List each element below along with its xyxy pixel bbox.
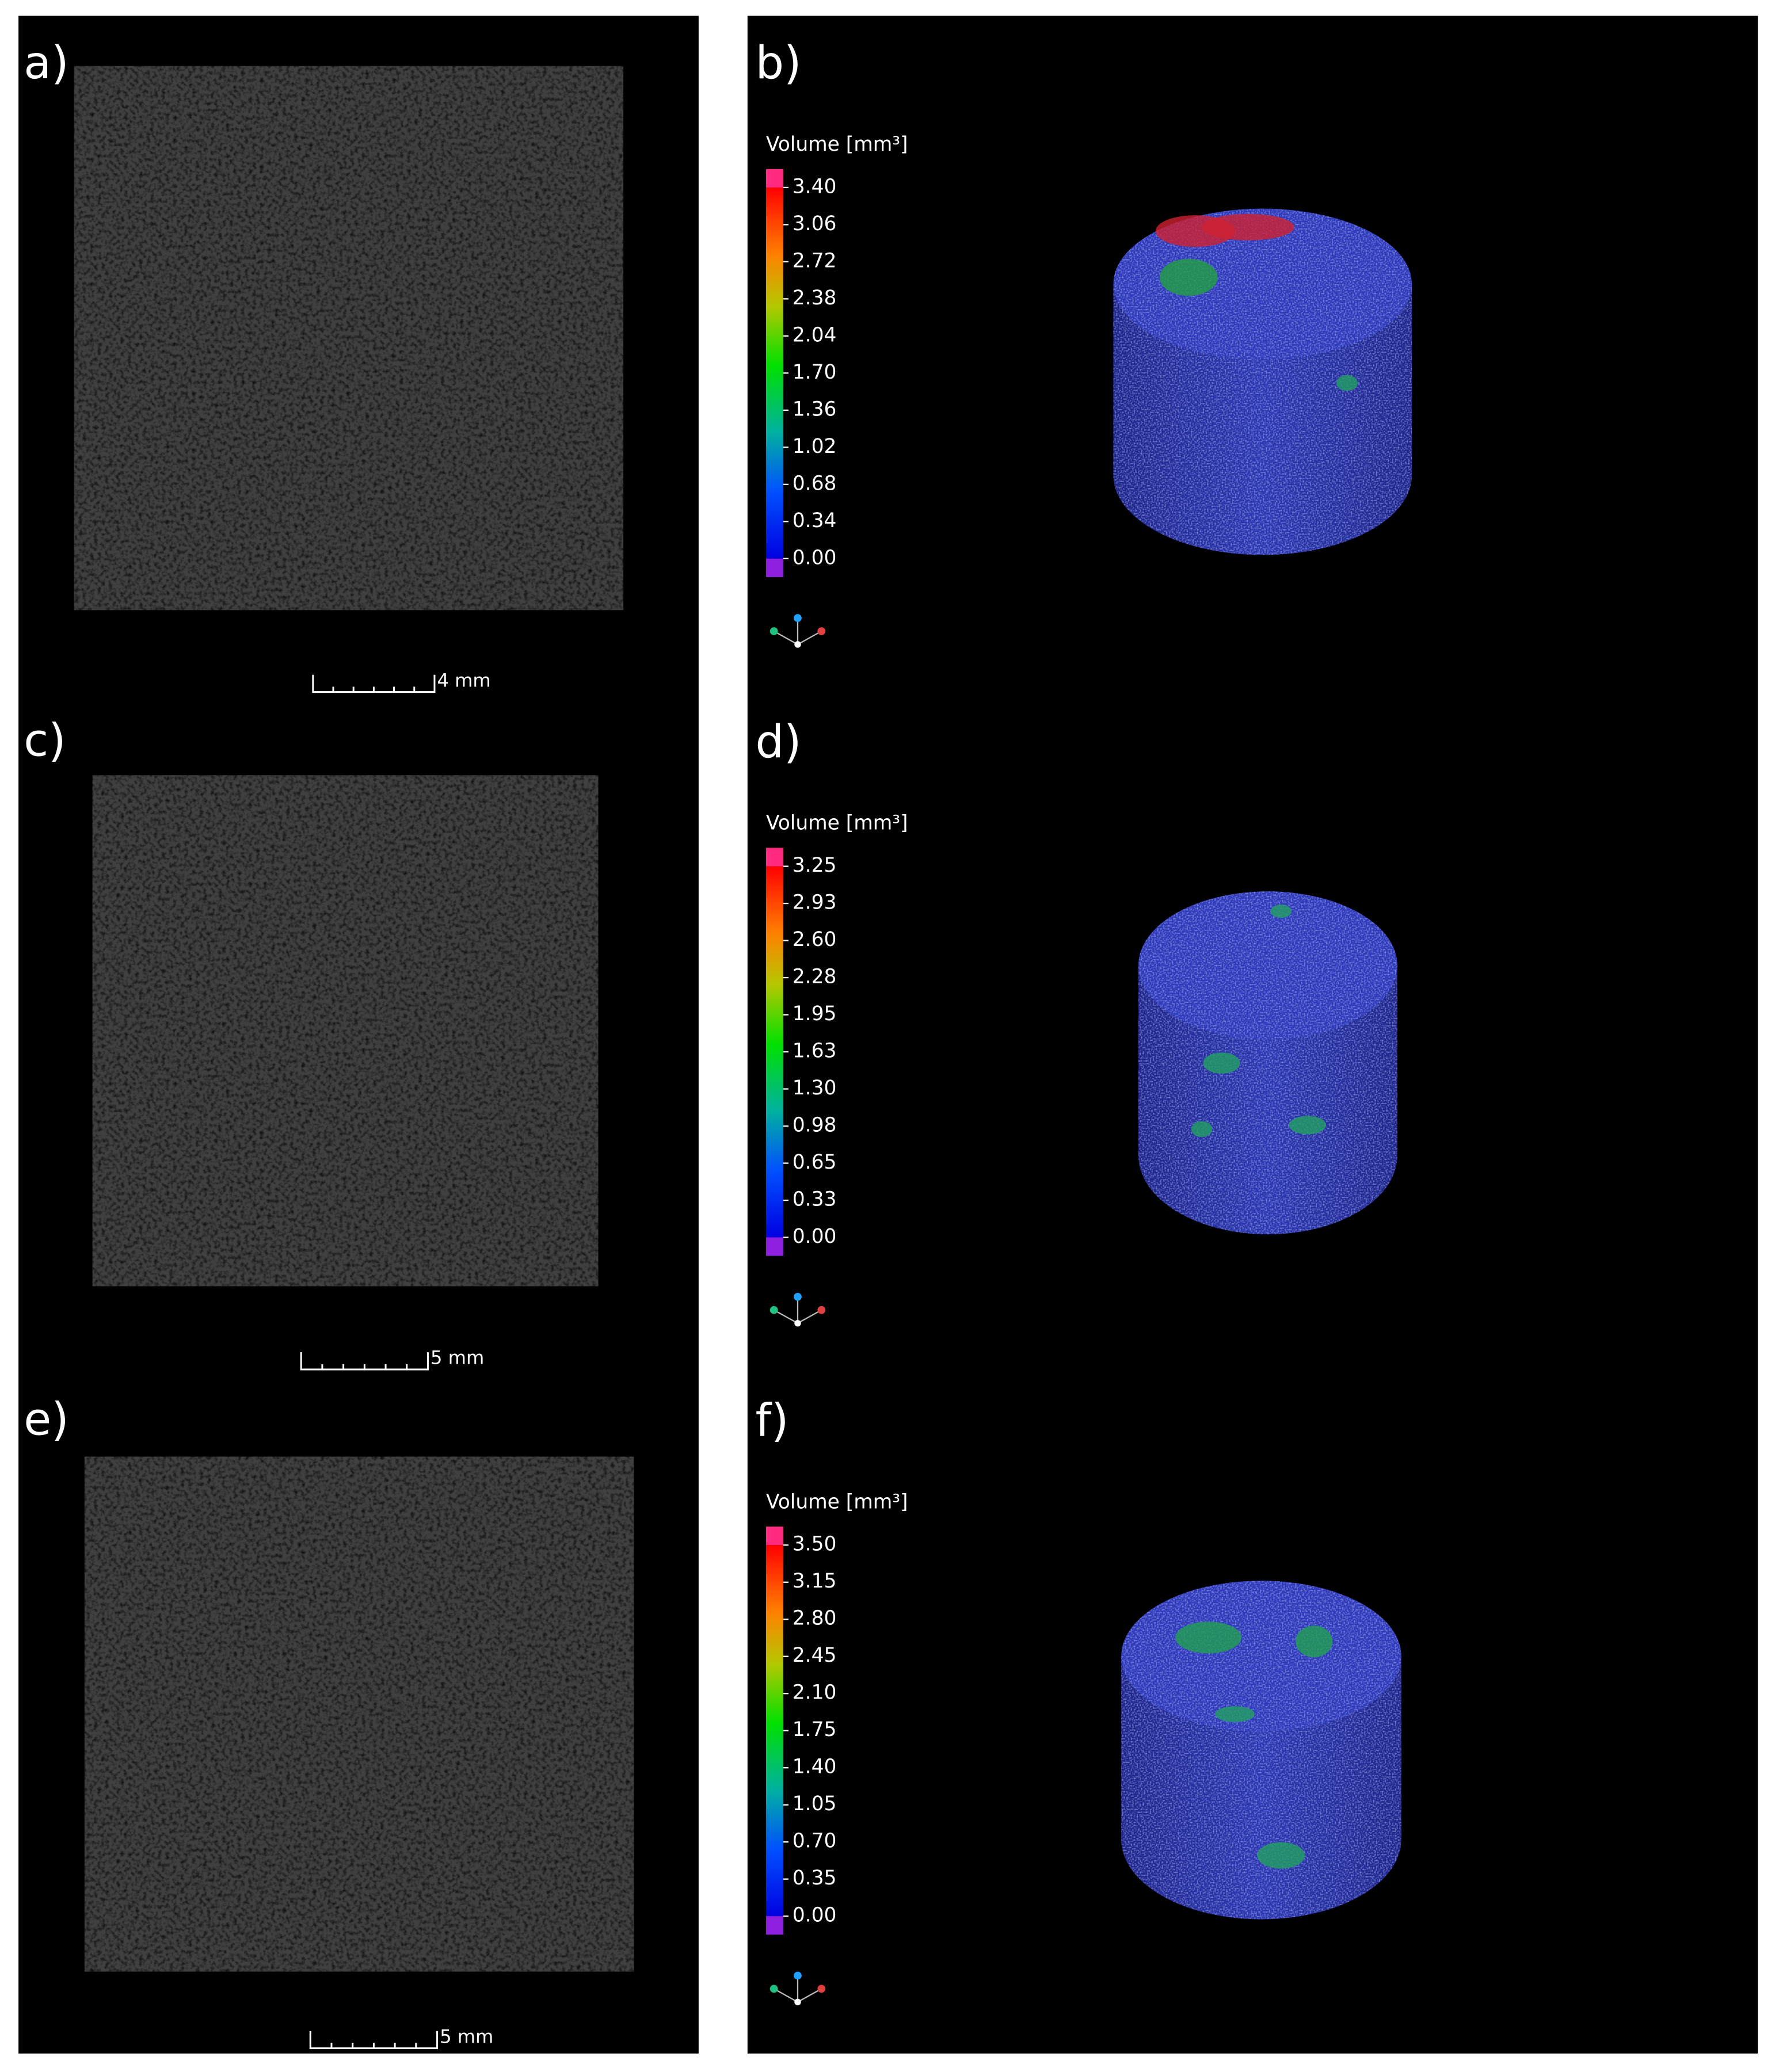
colorbar-cap-top (765, 169, 783, 188)
panel-label: e) (24, 1394, 68, 1445)
scale-bar (312, 674, 436, 693)
colorbar-tick-label: 0.34 (793, 509, 837, 532)
pore-cluster (1202, 213, 1294, 241)
colorbar-cap-top (765, 848, 783, 867)
ct-slice-pores (84, 1456, 634, 1972)
pore-cluster (1215, 1706, 1255, 1722)
colorbar-title: Volume [mm³] (766, 133, 908, 156)
axis-triad (774, 1299, 822, 1324)
axis-y (770, 1985, 778, 1993)
colorbar-cap-bottom (765, 1916, 783, 1935)
colorbar-tick-label: 2.10 (793, 1681, 837, 1704)
colorbar-tick-label: 1.36 (793, 398, 837, 421)
panel-label: f) (756, 1395, 789, 1447)
scale-bar-label: 4 mm (437, 669, 491, 691)
colorbar-tick-label: 0.00 (793, 546, 837, 569)
colorbar-tick-label: 2.38 (793, 287, 837, 310)
ct-slice-pores (92, 775, 599, 1287)
colorbar (765, 187, 783, 559)
colorbar-tick-label: 2.28 (793, 966, 837, 989)
scale-bar-label: 5 mm (431, 1347, 484, 1369)
axis-origin (794, 1998, 801, 2006)
axis-triad (774, 1978, 822, 2003)
panel-label: d) (756, 716, 802, 768)
colorbar-tick-label: 3.25 (793, 854, 837, 877)
axis-z (794, 1971, 802, 1980)
colorbar-tick-label: 0.68 (793, 472, 837, 495)
colorbar (765, 866, 783, 1238)
colorbar-title: Volume [mm³] (766, 812, 908, 835)
panel-label: b) (756, 37, 802, 89)
axis-x (817, 1985, 826, 1993)
colorbar-title: Volume [mm³] (766, 1490, 908, 1513)
ct-slice-pores (74, 66, 624, 610)
colorbar-tick-label: 0.70 (793, 1830, 837, 1853)
colorbar-tick-label: 0.00 (793, 1904, 837, 1927)
colorbar-cap-top (765, 1527, 783, 1546)
axis-origin (794, 641, 801, 648)
axis-z (794, 614, 802, 622)
colorbar-tick-label: 2.45 (793, 1644, 837, 1667)
cylinder-side-noise (1113, 284, 1412, 555)
axis-x (817, 1306, 826, 1314)
pore-cluster (1336, 375, 1358, 391)
pore-cluster (1175, 1621, 1241, 1654)
panel-label: c) (24, 715, 66, 767)
colorbar-tick-label: 3.40 (793, 175, 837, 198)
axis-origin (794, 1319, 801, 1327)
colorbar-tick-label: 2.80 (793, 1607, 837, 1630)
cylinder-side-noise (1121, 1656, 1401, 1920)
colorbar-tick-label: 1.05 (793, 1792, 837, 1815)
axis-triad (774, 620, 822, 646)
axis-y (770, 627, 778, 635)
cylinder-side-noise (1138, 965, 1397, 1235)
scale-bar (309, 2031, 439, 2050)
panel-label: a) (24, 37, 68, 89)
colorbar-tick-label: 0.65 (793, 1151, 837, 1174)
scale-bar-label: 5 mm (440, 2025, 493, 2047)
colorbar-cap-bottom (765, 558, 783, 577)
colorbar-cap-bottom (765, 1237, 783, 1256)
cylinder-top-noise (1138, 891, 1397, 1040)
colorbar-tick-label: 1.70 (793, 361, 837, 384)
colorbar-tick-label: 2.60 (793, 928, 837, 951)
axis-x (817, 627, 826, 635)
pore-cluster (1270, 905, 1292, 918)
axis-z (794, 1292, 802, 1301)
colorbar-tick-label: 3.15 (793, 1570, 837, 1593)
colorbar-tick-label: 3.50 (793, 1533, 837, 1556)
colorbar-tick-label: 2.72 (793, 249, 837, 272)
colorbar-tick-label: 0.35 (793, 1867, 837, 1890)
colorbar-tick-label: 1.75 (793, 1718, 837, 1741)
colorbar-tick-label: 1.95 (793, 1002, 837, 1025)
pore-cluster (1191, 1121, 1213, 1138)
colorbar (765, 1545, 783, 1917)
colorbar-tick-label: 1.40 (793, 1756, 837, 1779)
pore-cluster (1159, 258, 1218, 296)
pore-cluster (1289, 1116, 1326, 1135)
colorbar-tick-label: 2.04 (793, 323, 837, 346)
colorbar-tick-label: 0.00 (793, 1225, 837, 1248)
axis-y (770, 1306, 778, 1314)
colorbar-tick-label: 3.06 (793, 212, 837, 235)
scale-bar (300, 1352, 429, 1371)
colorbar-tick-label: 1.30 (793, 1077, 837, 1100)
pore-cluster (1296, 1625, 1333, 1658)
cylinder-top-noise (1121, 1581, 1401, 1731)
pore-cluster (1203, 1052, 1240, 1074)
colorbar-tick-label: 0.98 (793, 1114, 837, 1137)
colorbar-tick-label: 1.02 (793, 435, 837, 458)
colorbar-tick-label: 2.93 (793, 891, 837, 914)
colorbar-tick-label: 0.33 (793, 1188, 837, 1211)
colorbar-tick-label: 1.63 (793, 1040, 837, 1063)
pore-cluster (1257, 1842, 1305, 1869)
